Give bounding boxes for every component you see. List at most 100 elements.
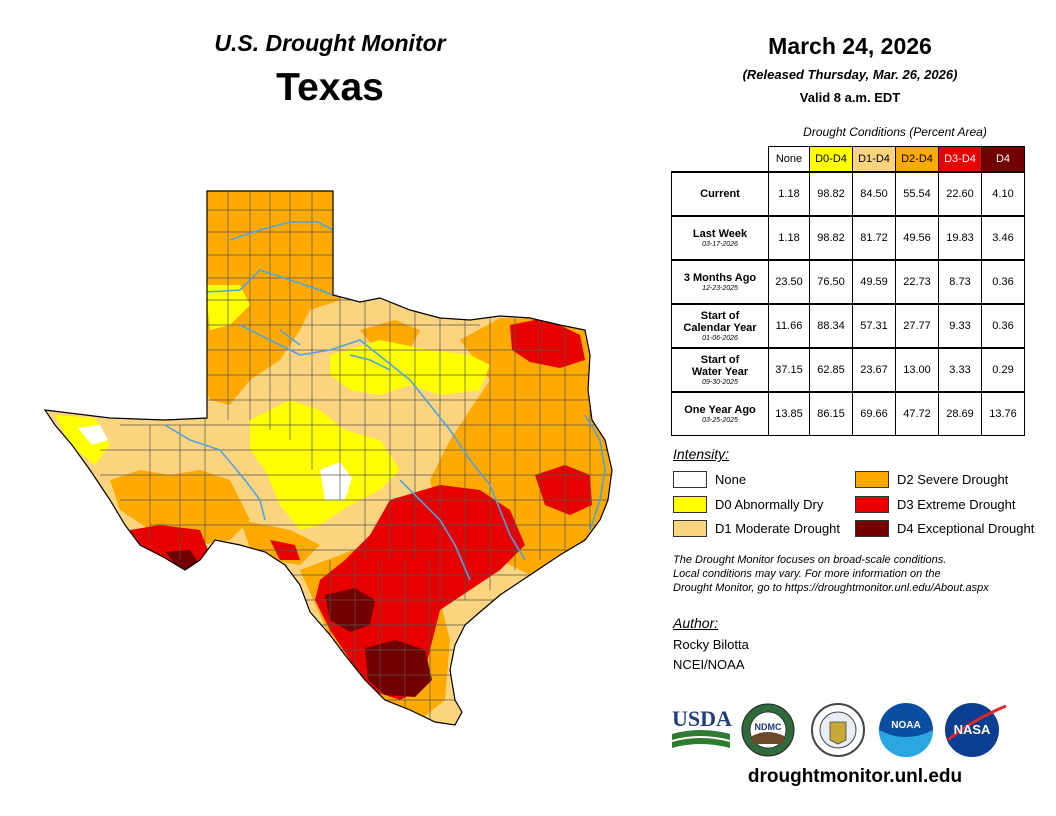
- note-line-2: Local conditions may vary. For more info…: [673, 568, 941, 580]
- texas-drought-map: [43, 190, 613, 726]
- map-date: March 24, 2026: [768, 33, 932, 59]
- legend-item-d1: D1 Moderate Drought: [673, 520, 840, 537]
- row-label: Last Week 03-17-2026: [671, 215, 769, 261]
- county-lines: [100, 191, 612, 720]
- value-cell: 0.36: [981, 303, 1025, 349]
- value-cell: 88.34: [809, 303, 853, 349]
- row-label: Current: [671, 171, 769, 217]
- table-row: Last Week 03-17-2026 1.18 98.82 81.72 49.56 19…: [671, 215, 1025, 261]
- release-date: (Released Thursday, Mar. 26, 2026): [742, 67, 958, 82]
- usda-logo: USDA: [672, 706, 732, 748]
- legend-item-d2: D2 Severe Drought: [855, 471, 1008, 488]
- value-cell: 84.50: [852, 171, 896, 217]
- row-date: 03-17-2026: [702, 240, 738, 248]
- row-label: One Year Ago 03-25-2025: [671, 391, 769, 436]
- legend-label: D0 Abnormally Dry: [715, 497, 824, 512]
- intensity-heading: Intensity:: [673, 446, 730, 462]
- value-cell: 47.72: [895, 391, 939, 436]
- author-org: NCEI/NOAA: [673, 657, 745, 672]
- row-label: 3 Months Ago 12-23-2025: [671, 259, 769, 305]
- noaa-text: NOAA: [891, 720, 920, 731]
- value-cell: 19.83: [938, 215, 982, 261]
- site-url[interactable]: droughtmonitor.unl.edu: [747, 766, 963, 787]
- noaa-logo: NOAA: [879, 703, 933, 757]
- rivers: [164, 221, 606, 581]
- value-cell: 0.29: [981, 347, 1025, 393]
- svg-text:USDA: USDA: [672, 706, 732, 731]
- value-cell: 23.67: [852, 347, 896, 393]
- col-d2-d4: D2-D4: [895, 146, 939, 173]
- value-cell: 3.33: [938, 347, 982, 393]
- row-date: 12-23-2025: [702, 284, 738, 292]
- row-label-line1: One Year Ago: [684, 403, 756, 416]
- value-cell: 3.46: [981, 215, 1025, 261]
- legend-item-none: None: [673, 471, 746, 488]
- conditions-caption: Drought Conditions (Percent Area): [803, 125, 987, 139]
- value-cell: 81.72: [852, 215, 896, 261]
- ndmc-logo: NDMC: [741, 703, 795, 757]
- row-date: 09-30-2025: [702, 378, 738, 386]
- disclaimer-note: The Drought Monitor focuses on broad-sca…: [673, 553, 1043, 595]
- table-header-row: None D0-D4 D1-D4 D2-D4 D3-D4 D4: [672, 146, 1025, 173]
- value-cell: 37.15: [768, 347, 810, 393]
- value-cell: 4.10: [981, 171, 1025, 217]
- value-cell: 49.56: [895, 215, 939, 261]
- value-cell: 69.66: [852, 391, 896, 436]
- table-row: Current 1.18 98.82 84.50 55.54 22.60 4.10: [671, 171, 1025, 217]
- value-cell: 9.33: [938, 303, 982, 349]
- row-label-line1: Current: [700, 188, 740, 200]
- ndmc-text: NDMC: [755, 722, 782, 732]
- legend-item-d0: D0 Abnormally Dry: [673, 496, 823, 513]
- partner-logos: USDA NDMC NOAA NASA: [672, 703, 1007, 757]
- col-d1-d4: D1-D4: [852, 146, 896, 173]
- note-line-1: The Drought Monitor focuses on broad-sca…: [673, 554, 947, 566]
- col-d4: D4: [981, 146, 1025, 173]
- legend-swatch-d0: [673, 496, 707, 513]
- value-cell: 98.82: [809, 171, 853, 217]
- texas-outline: [43, 190, 613, 726]
- row-label-line2: Water Year: [691, 365, 749, 378]
- row-label: Start of Water Year 09-30-2025: [671, 347, 769, 393]
- author-name: Rocky Bilotta: [673, 637, 749, 652]
- value-cell: 13.76: [981, 391, 1025, 436]
- value-cell: 22.60: [938, 171, 982, 217]
- author-heading: Author:: [673, 615, 719, 631]
- note-line-3: Drought Monitor, go to https://droughtmo…: [673, 582, 989, 594]
- value-cell: 62.85: [809, 347, 853, 393]
- value-cell: 13.00: [895, 347, 939, 393]
- value-cell: 11.66: [768, 303, 810, 349]
- value-cell: 55.54: [895, 171, 939, 217]
- legend-label: D1 Moderate Drought: [715, 521, 841, 536]
- monitor-title: U.S. Drought Monitor: [214, 30, 446, 56]
- row-date: 03-25-2025: [702, 416, 738, 424]
- table-row: 3 Months Ago 12-23-2025 23.50 76.50 49.59 22.…: [671, 259, 1025, 305]
- value-cell: 22.73: [895, 259, 939, 305]
- doc-logo: [811, 703, 865, 757]
- value-cell: 13.85: [768, 391, 810, 436]
- legend-swatch-none: [673, 471, 707, 488]
- legend-item-d3: D3 Extreme Drought: [855, 496, 1016, 513]
- col-none: None: [768, 146, 810, 173]
- value-cell: 27.77: [895, 303, 939, 349]
- legend-label: D2 Severe Drought: [897, 472, 1009, 487]
- header-blank-cell: [672, 147, 769, 173]
- row-date: 01-06-2026: [702, 334, 738, 342]
- legend-label: D3 Extreme Drought: [897, 497, 1016, 512]
- value-cell: 0.36: [981, 259, 1025, 305]
- nasa-logo: NASA: [945, 703, 1007, 757]
- value-cell: 98.82: [809, 215, 853, 261]
- conditions-table: None D0-D4 D1-D4 D2-D4 D3-D4 D4 Current 1…: [671, 146, 1025, 436]
- table-row: One Year Ago 03-25-2025 13.85 86.15 69.66 47.…: [671, 391, 1025, 436]
- row-label-line1: 3 Months Ago: [683, 271, 757, 284]
- row-label-line1: Start of: [700, 353, 740, 366]
- value-cell: 57.31: [852, 303, 896, 349]
- col-d3-d4: D3-D4: [938, 146, 982, 173]
- value-cell: 8.73: [938, 259, 982, 305]
- value-cell: 86.15: [809, 391, 853, 436]
- legend-label: D4 Exceptional Drought: [897, 521, 1035, 536]
- row-label: Start of Calendar Year 01-06-2026: [671, 303, 769, 349]
- legend-label: None: [715, 472, 747, 487]
- table-row: Start of Water Year 09-30-2025 37.15 62.85 23…: [671, 347, 1025, 393]
- legend-swatch-d2: [855, 471, 889, 488]
- legend-swatch-d1: [673, 520, 707, 537]
